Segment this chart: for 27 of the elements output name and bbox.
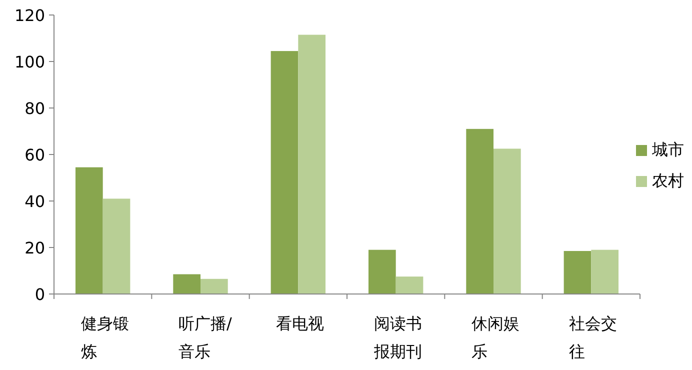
x-tick-label: 休闲娱乐 <box>472 313 520 363</box>
y-tick-label: 80 <box>24 99 45 118</box>
x-tick-label: 社会交往 <box>569 313 618 363</box>
x-tick-label: 阅读书报期刊 <box>374 313 423 363</box>
y-tick-label: 100 <box>14 52 45 72</box>
bar <box>173 274 200 294</box>
bar <box>494 148 521 294</box>
x-tick-label: 看电视 <box>276 313 326 335</box>
y-tick-label: 20 <box>24 238 45 258</box>
legend-label: 农村 <box>652 171 684 192</box>
bar <box>102 198 130 294</box>
x-tick-label: 听广播/音乐 <box>178 313 232 363</box>
y-tick-label: 60 <box>24 146 45 164</box>
bar <box>368 250 396 294</box>
bar <box>466 128 494 294</box>
y-tick-label: 0 <box>34 285 45 304</box>
x-tick-label: 健身锻炼 <box>80 313 130 363</box>
y-tick-label: 40 <box>24 192 45 211</box>
bar <box>298 34 326 294</box>
bar <box>396 276 424 294</box>
bar <box>591 250 619 294</box>
bar <box>564 250 592 294</box>
bar <box>270 51 298 294</box>
bar <box>200 278 228 294</box>
legend-label: 城市 <box>652 140 684 161</box>
y-tick-label: 120 <box>14 6 45 25</box>
bar <box>75 167 103 294</box>
